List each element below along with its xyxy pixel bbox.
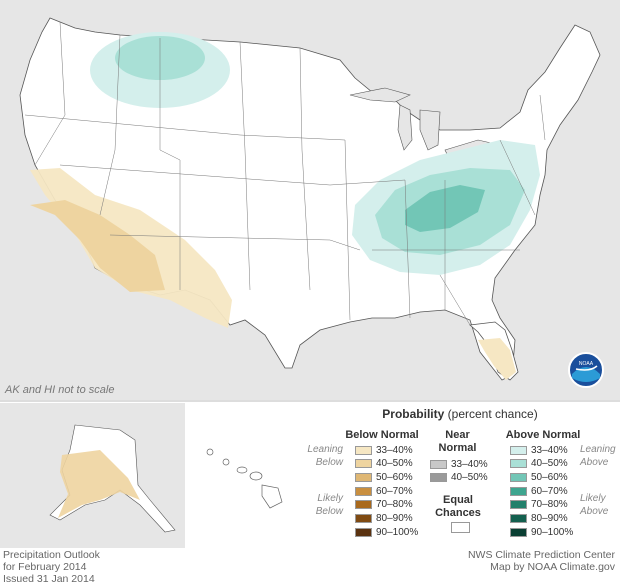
- above-bin-row: 70–80%: [510, 499, 568, 511]
- above-bin-label: 70–80%: [531, 499, 568, 511]
- legend-title-rest: (percent chance): [444, 407, 538, 421]
- above-normal-header: Above Normal: [505, 429, 581, 441]
- scale-note: AK and HI not to scale: [5, 384, 115, 396]
- state-lines: [24, 21, 546, 326]
- equal-chances-label-1: Equal: [443, 494, 473, 506]
- above-bin-swatch: [510, 527, 527, 537]
- below-bin-label: 40–50%: [376, 458, 413, 470]
- near-bin-swatch: [430, 473, 447, 483]
- credit-map: Map by NOAA Climate.gov: [490, 561, 615, 573]
- below-normal-header: Below Normal: [345, 429, 419, 441]
- below-bin-row: 60–70%: [355, 485, 413, 497]
- near-bin-swatch: [430, 459, 447, 469]
- below-bin-swatch: [355, 500, 372, 510]
- below-bin-row: 40–50%: [355, 458, 413, 470]
- above-bin-swatch: [510, 445, 527, 455]
- hawaii-islands: [206, 448, 283, 509]
- below-bin-swatch: [355, 514, 372, 523]
- noaa-logo: NOAA: [568, 352, 604, 388]
- legend-title: Probability (percent chance): [300, 407, 620, 421]
- above-bin-row: 80–90%: [510, 513, 568, 525]
- above-bin-row: 33–40%: [510, 444, 568, 456]
- below-bin-swatch: [355, 527, 372, 537]
- near-normal-header-2: Normal: [438, 442, 477, 454]
- leaning-above-label: Leaning Above: [580, 444, 616, 468]
- above-bin-swatch: [510, 486, 527, 496]
- above-bin-row: 60–70%: [510, 485, 568, 497]
- near-bin-row: 40–50%: [430, 472, 488, 484]
- outlook-period: for February 2014: [3, 561, 87, 573]
- below-normal-florida-area: [478, 338, 516, 380]
- hawaii-inset: [187, 403, 297, 548]
- leaning-below-label: Leaning Below: [307, 444, 343, 468]
- below-bin-row: 70–80%: [355, 499, 413, 511]
- near-normal-header-1: Near: [445, 429, 470, 441]
- near-bin-label: 40–50%: [451, 472, 488, 484]
- below-bin-row: 90–100%: [355, 526, 418, 538]
- equal-chances-swatch: [451, 522, 470, 533]
- below-bin-swatch: [355, 472, 372, 482]
- outlook-title: Precipitation Outlook: [3, 549, 100, 561]
- likely-above-label: Likely Above: [580, 493, 609, 517]
- below-bin-swatch: [355, 459, 372, 469]
- below-bin-row: 50–60%: [355, 471, 413, 483]
- equal-chances-label-2: Chances: [435, 507, 481, 519]
- below-bin-label: 60–70%: [376, 485, 413, 497]
- near-bin-label: 33–40%: [451, 458, 488, 470]
- likely-below-label: Likely Below: [315, 493, 343, 517]
- issue-date: Issued 31 Jan 2014: [3, 573, 95, 585]
- legend-title-bold: Probability: [382, 407, 445, 421]
- above-bin-swatch: [510, 459, 527, 469]
- below-bin-row: 33–40%: [355, 444, 413, 456]
- above-bin-swatch: [510, 514, 527, 523]
- above-bin-swatch: [510, 500, 527, 510]
- noaa-logo-text: NOAA: [579, 361, 594, 367]
- below-bin-label: 70–80%: [376, 499, 413, 511]
- alaska-below-normal-area: [58, 450, 140, 518]
- great-lakes: [349, 87, 501, 161]
- legend: Probability (percent chance) Below Norma…: [300, 401, 620, 548]
- below-bin-row: 80–90%: [355, 513, 413, 525]
- above-bin-label: 50–60%: [531, 471, 568, 483]
- above-bin-label: 40–50%: [531, 458, 568, 470]
- near-bin-row: 33–40%: [430, 458, 488, 470]
- below-bin-swatch: [355, 445, 372, 455]
- credit-cpc: NWS Climate Prediction Center: [467, 549, 615, 561]
- footer-right: NWS Climate Prediction Center Map by NOA…: [455, 549, 615, 573]
- above-bin-row: 50–60%: [510, 471, 568, 483]
- above-bin-swatch: [510, 472, 527, 482]
- above-bin-label: 80–90%: [531, 513, 568, 524]
- above-bin-label: 60–70%: [531, 485, 568, 497]
- below-bin-label: 50–60%: [376, 471, 413, 483]
- above-bin-row: 40–50%: [510, 458, 568, 470]
- above-bin-label: 33–40%: [531, 444, 568, 456]
- below-bin-swatch: [355, 486, 372, 496]
- below-normal-40-50-area: [30, 200, 165, 292]
- footer-left: Precipitation Outlook for February 2014 …: [3, 549, 100, 585]
- below-bin-label: 90–100%: [376, 526, 419, 538]
- below-bin-label: 80–90%: [376, 513, 413, 524]
- above-bin-label: 90–100%: [531, 526, 574, 538]
- above-bin-row: 90–100%: [510, 526, 573, 538]
- below-bin-label: 33–40%: [376, 444, 413, 456]
